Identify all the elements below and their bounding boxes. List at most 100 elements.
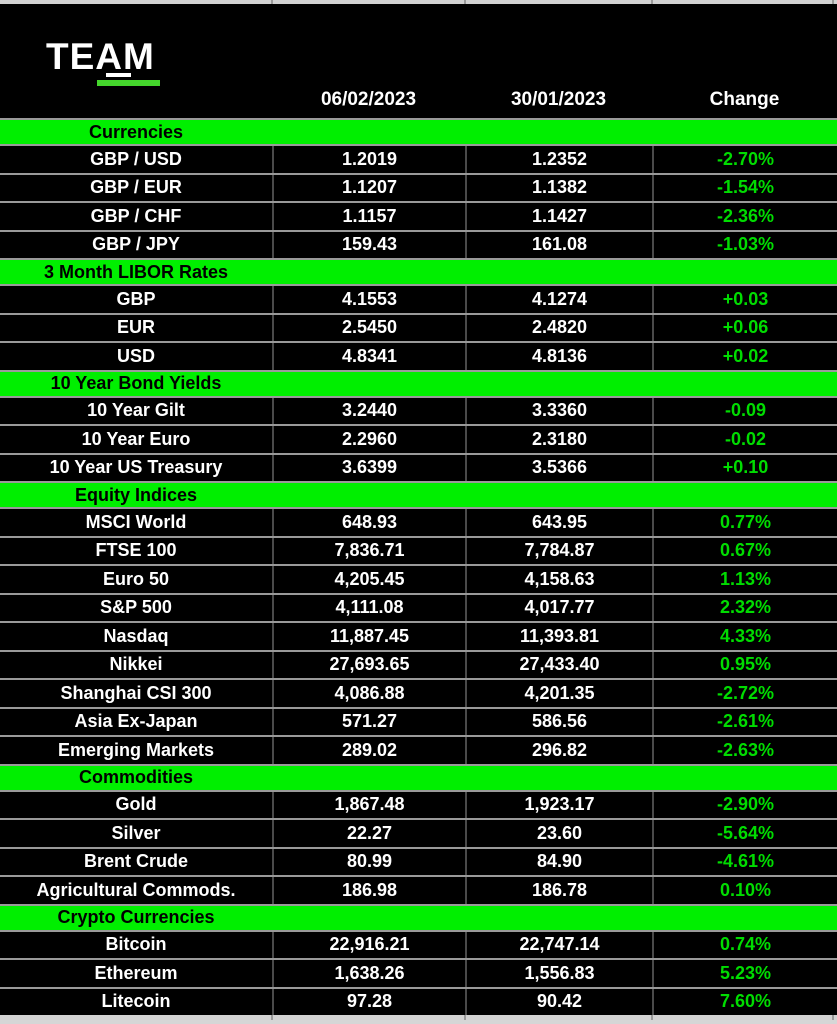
gridline-strip-top <box>0 0 837 4</box>
section-title: Crypto Currencies <box>57 907 215 927</box>
value-change: +0.06 <box>652 314 837 341</box>
row-label: Euro 50 <box>102 568 170 589</box>
table-row: GBP / EUR 1.1207 1.1382 -1.54% <box>0 172 837 201</box>
gridline-tick <box>464 0 466 4</box>
value-change: -1.03% <box>652 231 837 258</box>
value-change: 2.32% <box>652 594 837 621</box>
row-label: Gold <box>115 794 157 815</box>
value-previous: 1.1382 <box>465 174 652 201</box>
table-row: Nikkei 27,693.65 27,433.40 0.95% <box>0 649 837 678</box>
row-label: Shanghai CSI 300 <box>60 682 212 703</box>
value-current: 4,205.45 <box>272 566 465 593</box>
section-band-equity-indices: Equity Indices <box>0 481 837 509</box>
value-previous: 4,158.63 <box>465 566 652 593</box>
table-row: 10 Year US Treasury 3.6399 3.5366 +0.10 <box>0 452 837 481</box>
row-label: GBP <box>116 288 156 309</box>
column-header-blank <box>0 89 272 111</box>
row-label: Bitcoin <box>105 934 167 955</box>
table-row: Silver 22.27 23.60 -5.64% <box>0 818 837 847</box>
row-label: EUR <box>116 317 155 338</box>
value-previous: 90.42 <box>465 988 652 1015</box>
column-header-date-current: 06/02/2023 <box>320 89 417 110</box>
table-row: Gold 1,867.48 1,923.17 -2.90% <box>0 791 837 818</box>
value-change: -4.61% <box>652 848 837 875</box>
logo-a-underline <box>106 73 131 77</box>
value-previous: 23.60 <box>465 820 652 847</box>
team-logo: TEAM <box>46 38 155 75</box>
row-label: Emerging Markets <box>57 739 215 760</box>
table-row: Emerging Markets 289.02 296.82 -2.63% <box>0 735 837 764</box>
value-change: 0.95% <box>652 651 837 678</box>
value-current: 3.6399 <box>272 454 465 481</box>
value-previous: 3.3360 <box>465 397 652 424</box>
section-band-currencies: Currencies <box>0 118 837 146</box>
table-row: Agricultural Commods. 186.98 186.78 0.10% <box>0 875 837 904</box>
row-label: GBP / USD <box>90 148 182 169</box>
table-row: USD 4.8341 4.8136 +0.02 <box>0 341 837 370</box>
row-label: Nikkei <box>109 654 163 675</box>
team-logo-text: TEAM <box>46 36 155 77</box>
value-previous: 1,556.83 <box>465 960 652 987</box>
value-previous: 186.78 <box>465 877 652 904</box>
row-label: Agricultural Commods. <box>36 879 236 900</box>
value-current: 1.1157 <box>272 203 465 230</box>
value-change: -2.90% <box>652 791 837 818</box>
market-report-table: TEAM 06/02/2023 30/01/2023 Change Curren… <box>0 4 837 1015</box>
section-title: 3 Month LIBOR Rates <box>43 261 228 282</box>
section-band-commodities: Commodities <box>0 763 837 792</box>
row-label: MSCI World <box>85 511 187 532</box>
value-current: 4,086.88 <box>272 680 465 707</box>
gridline-tick <box>271 1015 273 1020</box>
row-label: Nasdaq <box>103 625 169 646</box>
row-label: GBP / EUR <box>90 177 182 198</box>
row-label: S&P 500 <box>100 597 172 618</box>
value-change: -0.09 <box>652 397 837 424</box>
value-change: +0.03 <box>652 286 837 313</box>
value-change: 0.74% <box>652 931 837 958</box>
value-change: 5.23% <box>652 960 837 987</box>
value-change: 0.67% <box>652 537 837 564</box>
report-header: TEAM 06/02/2023 30/01/2023 Change <box>0 4 837 118</box>
value-change: -2.72% <box>652 680 837 707</box>
section-title: 10 Year Bond Yields <box>50 373 222 393</box>
value-current: 3.2440 <box>272 397 465 424</box>
value-previous: 7,784.87 <box>465 537 652 564</box>
table-row: Bitcoin 22,916.21 22,747.14 0.74% <box>0 931 837 958</box>
value-current: 159.43 <box>272 231 465 258</box>
value-previous: 2.3180 <box>465 426 652 453</box>
gridline-tick <box>651 1015 653 1020</box>
value-change: 0.77% <box>652 509 837 536</box>
table-row: EUR 2.5450 2.4820 +0.06 <box>0 312 837 341</box>
value-current: 27,693.65 <box>272 651 465 678</box>
value-change: +0.02 <box>652 343 837 370</box>
table-row: Ethereum 1,638.26 1,556.83 5.23% <box>0 958 837 987</box>
value-current: 1,867.48 <box>272 791 465 818</box>
value-previous: 4,017.77 <box>465 594 652 621</box>
column-header-change: Change <box>709 89 780 110</box>
value-current: 22,916.21 <box>272 931 465 958</box>
gridline-tick <box>271 0 273 4</box>
table-row: GBP / USD 1.2019 1.2352 -2.70% <box>0 146 837 173</box>
table-row: Litecoin 97.28 90.42 7.60% <box>0 986 837 1015</box>
value-current: 97.28 <box>272 988 465 1015</box>
value-previous: 1,923.17 <box>465 791 652 818</box>
value-change: +0.10 <box>652 454 837 481</box>
value-current: 4.8341 <box>272 343 465 370</box>
value-previous: 4,201.35 <box>465 680 652 707</box>
value-current: 4.1553 <box>272 286 465 313</box>
section-band-3-month-libor-rates: 3 Month LIBOR Rates <box>0 258 837 286</box>
row-label: USD <box>116 345 155 366</box>
gridline-strip-bottom <box>0 1015 837 1020</box>
value-change: -2.63% <box>652 737 837 764</box>
value-current: 1.1207 <box>272 174 465 201</box>
value-change: -2.36% <box>652 203 837 230</box>
row-label: Asia Ex-Japan <box>74 711 198 732</box>
value-previous: 4.8136 <box>465 343 652 370</box>
value-current: 2.2960 <box>272 426 465 453</box>
value-change: 4.33% <box>652 623 837 650</box>
gridline-tick <box>464 1015 466 1020</box>
value-current: 7,836.71 <box>272 537 465 564</box>
table-row: Asia Ex-Japan 571.27 586.56 -2.61% <box>0 706 837 735</box>
value-change: -2.70% <box>652 146 837 173</box>
row-label: 10 Year US Treasury <box>49 457 223 478</box>
